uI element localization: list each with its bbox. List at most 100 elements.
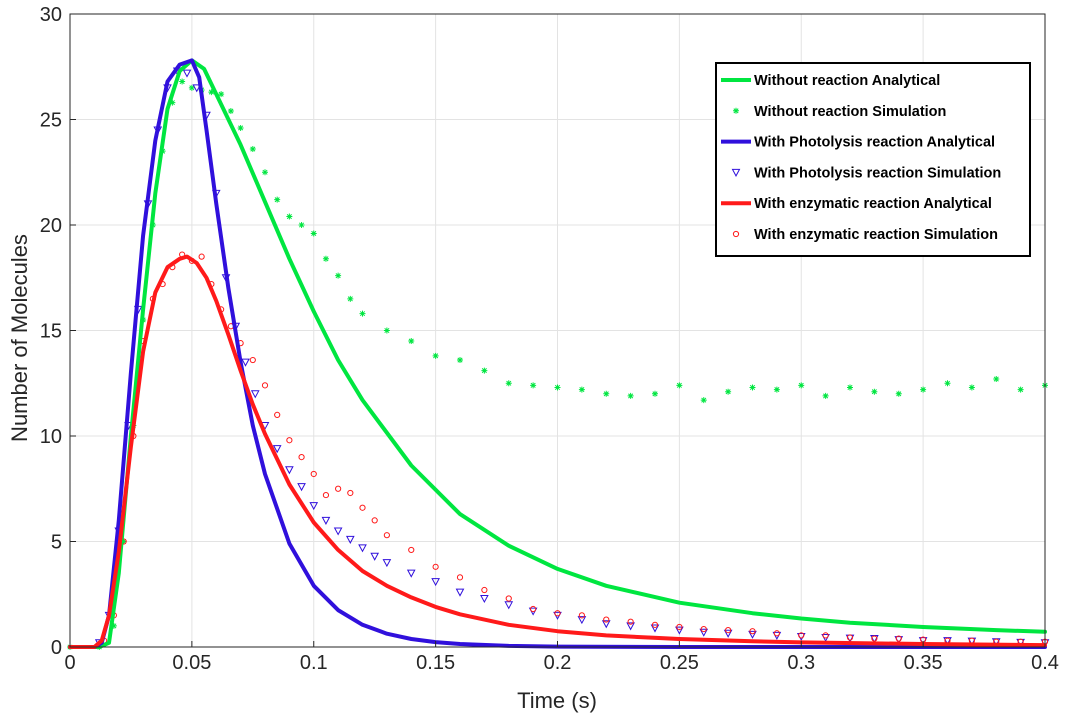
data-point xyxy=(298,454,305,461)
data-point xyxy=(846,634,854,641)
legend-item: With Photolysis reaction Simulation xyxy=(731,165,1001,181)
series-line xyxy=(68,58,1047,649)
y-tick-label: 0 xyxy=(51,637,62,659)
data-point xyxy=(578,612,585,619)
y-tick-label: 25 xyxy=(40,110,62,132)
data-point xyxy=(335,272,342,279)
series-1 xyxy=(68,58,1047,649)
data-point xyxy=(286,437,293,444)
ticks: 0 0.05 0.1 0.15 0.2 0.25 0.3 0.35 0.4 0 5 10 15 20 25 3… xyxy=(40,4,1059,674)
y-axis-label: Number of Molecules xyxy=(7,234,32,442)
x-tick-label: 0.05 xyxy=(172,652,211,674)
data-point xyxy=(120,538,127,545)
data-point xyxy=(725,388,732,395)
legend-item: With enzymatic reaction Simulation xyxy=(732,227,998,243)
data-point xyxy=(676,382,683,389)
data-point xyxy=(345,535,355,544)
x-tick-label: 0.2 xyxy=(544,652,572,674)
data-point xyxy=(359,504,366,511)
legend-label: Without reaction Simulation xyxy=(754,104,946,120)
data-point xyxy=(481,586,488,594)
data-point xyxy=(699,628,709,637)
data-point xyxy=(968,384,975,391)
data-point xyxy=(773,386,780,393)
y-tick-label: 20 xyxy=(40,215,62,237)
data-point xyxy=(286,213,293,220)
data-point xyxy=(504,601,514,610)
data-point xyxy=(871,388,878,395)
data-point xyxy=(895,390,902,397)
data-point xyxy=(347,489,354,497)
data-point xyxy=(650,624,660,633)
data-point xyxy=(249,146,256,153)
data-point xyxy=(310,230,317,237)
x-tick-label: 0.3 xyxy=(787,652,815,674)
data-point xyxy=(322,491,330,499)
data-point xyxy=(723,629,733,638)
data-point xyxy=(993,376,1000,383)
data-point xyxy=(321,516,331,525)
data-point xyxy=(322,255,329,262)
data-point xyxy=(262,169,268,176)
data-point xyxy=(796,632,806,642)
x-axis-label: Time (s) xyxy=(517,688,597,713)
data-point xyxy=(347,295,354,302)
data-point xyxy=(272,445,282,454)
data-point xyxy=(700,625,707,633)
data-point xyxy=(198,253,205,260)
data-point xyxy=(309,502,319,511)
legend-label: With enzymatic reaction Analytical xyxy=(754,196,992,212)
legend-item: With enzymatic reaction Analytical xyxy=(721,196,992,212)
data-point xyxy=(627,618,634,625)
data-point xyxy=(554,384,561,391)
data-point xyxy=(603,616,610,623)
x-tick-label: 0.25 xyxy=(660,652,699,674)
data-point xyxy=(182,69,192,78)
data-point xyxy=(601,620,611,629)
data-point xyxy=(530,382,537,389)
data-point xyxy=(406,569,416,578)
legend-item: With Photolysis reaction Analytical xyxy=(721,135,995,151)
data-point xyxy=(285,466,294,475)
data-point xyxy=(261,382,269,389)
x-tick-label: 0.15 xyxy=(416,652,455,674)
legend: Without reaction Analytical Without react… xyxy=(715,62,1031,257)
data-point xyxy=(241,358,250,367)
data-point xyxy=(218,91,225,98)
data-point xyxy=(700,397,707,404)
data-point xyxy=(798,632,805,639)
data-point xyxy=(457,357,463,364)
data-point xyxy=(1017,386,1024,393)
data-point xyxy=(895,635,902,642)
data-point xyxy=(627,392,634,399)
x-tick-label: 0 xyxy=(64,652,75,674)
data-point xyxy=(577,616,587,625)
legend-marker-swatch xyxy=(732,230,740,238)
data-point xyxy=(110,622,117,629)
data-point xyxy=(481,367,488,374)
data-point xyxy=(188,84,195,91)
data-point xyxy=(371,517,378,524)
data-point xyxy=(773,630,780,637)
x-tick-label: 0.35 xyxy=(904,652,943,674)
x-tick-label: 0.4 xyxy=(1031,652,1059,674)
data-point xyxy=(274,411,281,418)
data-point xyxy=(798,382,805,389)
legend-label: Without reaction Analytical xyxy=(754,73,940,89)
data-point xyxy=(603,390,610,397)
series-layer xyxy=(67,58,1050,650)
data-point xyxy=(382,559,392,568)
data-point xyxy=(298,222,305,228)
x-tick-label: 0.1 xyxy=(300,652,328,674)
data-point xyxy=(383,532,390,539)
legend-marker-swatch xyxy=(731,168,741,177)
legend-item: Without reaction Simulation xyxy=(733,104,946,120)
data-point xyxy=(651,621,659,628)
data-point xyxy=(169,99,176,106)
data-point xyxy=(749,628,756,635)
data-point xyxy=(676,623,683,631)
data-point xyxy=(335,485,342,492)
data-point xyxy=(505,380,512,387)
data-point xyxy=(297,483,306,492)
data-point xyxy=(578,386,585,393)
